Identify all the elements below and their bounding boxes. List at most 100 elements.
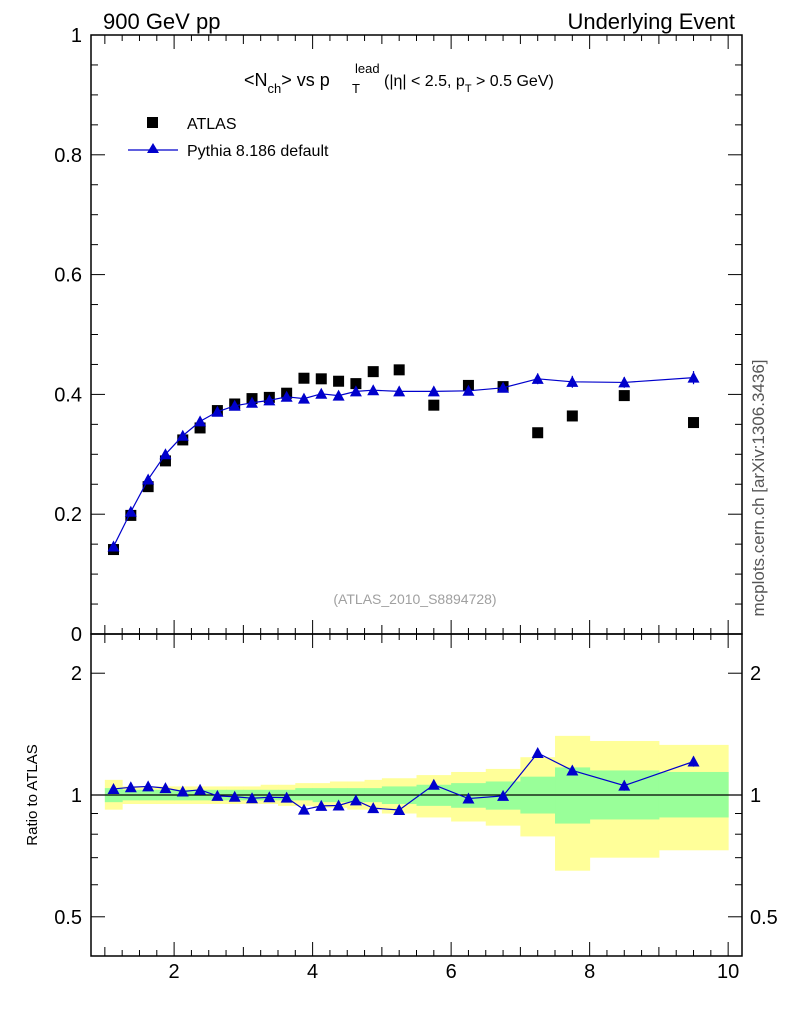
atlas-data-point (315, 373, 327, 385)
ratio-data-point (349, 794, 362, 806)
pythia-data-point (618, 376, 631, 388)
ratio-y-tick-label-left: 0.5 (54, 907, 82, 929)
atlas-data-point (142, 481, 154, 493)
ratio-data-point (297, 803, 310, 815)
ratio-data-point (618, 779, 631, 791)
main-y-tick-label: 0 (71, 624, 82, 646)
title-part-d: > 0.5 GeV) (472, 73, 554, 90)
ratio-y-tick-label-right: 2 (750, 663, 761, 685)
pythia-data-point (194, 415, 207, 427)
legend-atlas-label: ATLAS (187, 116, 237, 133)
atlas-data-point (350, 378, 362, 390)
ratio-uncertainty-bands (104, 735, 729, 871)
pythia-data-point (566, 375, 579, 387)
ratio-y-tick-labels: 0.5 0.5 1 1 2 2 (54, 663, 778, 929)
ratio-data-point (315, 799, 328, 811)
atlas-data-point (333, 375, 345, 387)
atlas-data-point (618, 390, 630, 402)
pythia-data-point (332, 389, 345, 401)
main-y-tick-label: 0.4 (54, 384, 82, 406)
ratio-plot-panel: 0.5 0.5 1 1 2 2 2 4 6 8 10 Ratio to ATLAS (24, 633, 778, 983)
pythia-data-point (462, 384, 475, 396)
ratio-data-point (427, 778, 440, 790)
pythia-curve (112, 377, 694, 547)
ratio-data-point (332, 799, 345, 811)
x-tick-label: 2 (169, 961, 180, 983)
atlas-data-point (159, 455, 171, 467)
title-part-b: > vs p (281, 70, 330, 90)
title-sup-lead: lead (355, 61, 380, 76)
title-part-c: (|η| < 2.5, p (384, 73, 465, 90)
pythia-data-point (176, 429, 189, 441)
ratio-data-point (246, 792, 259, 804)
main-title: <Nch> vs p (244, 70, 330, 96)
pythia-data-point (297, 392, 310, 404)
title-part-a: <N (244, 70, 268, 90)
title-sub-ch: ch (268, 81, 282, 96)
ratio-data-point (159, 782, 172, 794)
pythia-data-point (159, 448, 172, 460)
title-sub-t: T (352, 81, 360, 96)
analysis-watermark: (ATLAS_2010_S8894728) (333, 591, 496, 607)
x-tick-label: 4 (307, 961, 318, 983)
x-tick-label: 6 (446, 961, 457, 983)
main-plot-panel: 0 0.2 0.4 0.6 0.8 1 <Nch> vs p lead T (|η| < … (54, 25, 743, 646)
ratio-data-point (142, 780, 155, 792)
pythia-data-point (349, 385, 362, 397)
ratio-data-point (176, 785, 189, 797)
pythia-data-point (427, 385, 440, 397)
pythia-data-point (124, 505, 137, 517)
atlas-data-point (298, 372, 310, 384)
header-left-label: 900 GeV pp (103, 9, 220, 34)
ratio-data-point (687, 755, 700, 767)
ratio-data-point (211, 789, 224, 801)
ratio-data-point (566, 764, 579, 776)
legend-pythia-label: Pythia 8.186 default (187, 143, 329, 160)
main-y-tick-label: 1 (71, 25, 82, 47)
atlas-data-point (428, 399, 440, 411)
pythia-data-point (263, 394, 276, 406)
atlas-data-point (566, 410, 578, 422)
ratio-data-point (124, 781, 137, 793)
main-y-tick-label: 0.8 (54, 145, 82, 167)
atlas-data-point (194, 422, 206, 434)
pythia-data-point (531, 372, 544, 384)
main-y-tick-labels: 0 0.2 0.4 0.6 0.8 1 (54, 25, 82, 646)
pythia-data-point (107, 540, 120, 552)
atlas-data-point (367, 366, 379, 378)
ratio-green-band-bin (295, 788, 314, 801)
ratio-y-tick-label-left: 1 (71, 785, 82, 807)
legend: ATLAS Pythia 8.186 default (128, 116, 329, 160)
atlas-data-point (393, 364, 405, 376)
pythia-data-point (367, 384, 380, 396)
ratio-data-point (462, 792, 475, 804)
pythia-data-point (393, 385, 406, 397)
pythia-data-point (280, 390, 293, 402)
pythia-data-point (142, 473, 155, 485)
ratio-data-point (497, 789, 510, 801)
side-source-label: mcplots.cern.ch [arXiv:1306.3436] (749, 359, 768, 616)
x-tick-labels: 2 4 6 8 10 (169, 961, 740, 983)
ratio-y-tick-label-right: 0.5 (750, 907, 778, 929)
title-cut-label: (|η| < 2.5, pT > 0.5 GeV) (384, 73, 554, 95)
pythia-data-point (211, 405, 224, 417)
ratio-data-point (228, 790, 241, 802)
ratio-data-layer (107, 747, 700, 816)
pythia-data-point (246, 396, 259, 408)
atlas-data-point (532, 427, 544, 439)
ratio-data-point (280, 791, 293, 803)
main-y-tick-label: 0.2 (54, 504, 82, 526)
ratio-y-tick-label-left: 2 (71, 663, 82, 685)
ratio-data-point (107, 782, 120, 794)
ratio-data-point (393, 804, 406, 816)
x-tick-label: 10 (717, 961, 739, 983)
legend-pythia-marker (147, 143, 159, 153)
pythia-data-point (497, 381, 510, 393)
main-data-layer (107, 364, 700, 556)
ratio-data-point (263, 791, 276, 803)
pythia-data-point (315, 387, 328, 399)
x-tick-label: 8 (584, 961, 595, 983)
main-axis-ticks (91, 34, 742, 635)
pythia-data-point (228, 399, 241, 411)
title-sub-pt: T (465, 83, 472, 95)
